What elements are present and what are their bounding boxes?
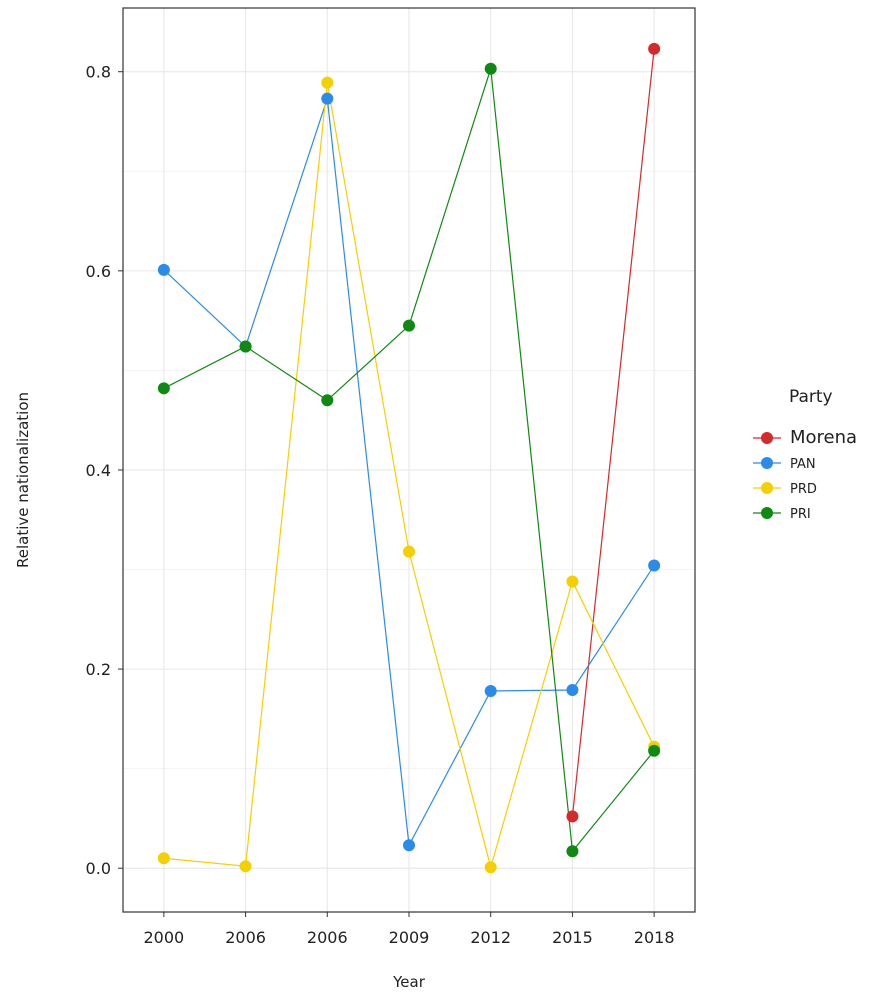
legend-key-point-morena	[761, 432, 773, 444]
legend-key-point-pri	[761, 507, 773, 519]
data-point-morena	[648, 42, 661, 55]
y-tick-label: 0.8	[86, 63, 111, 82]
x-axis-title: Year	[392, 973, 426, 991]
x-tick-label: 2018	[634, 928, 675, 947]
legend-label-pan: PAN	[790, 457, 816, 472]
data-point-prd	[566, 575, 579, 588]
y-axis-title: Relative nationalization	[14, 392, 32, 568]
data-point-pan	[321, 92, 334, 105]
legend-label-prd: PRD	[790, 482, 817, 497]
data-point-prd	[239, 860, 252, 873]
legend: Party Morena PAN PRD PRI	[753, 387, 857, 522]
legend-label-morena: Morena	[790, 427, 857, 448]
data-point-prd	[484, 861, 497, 874]
x-tick-label: 2006	[225, 928, 266, 947]
data-point-pri	[566, 845, 579, 858]
data-point-pri	[239, 340, 252, 353]
series-line-morena	[571, 48, 655, 817]
x-tick-label: 2009	[389, 928, 430, 947]
data-point-prd	[403, 545, 415, 558]
axes: 0.0 0.2 0.4 0.6 0.8 2000 2006 2006 2009 2012 2015 2…	[86, 63, 675, 947]
data-point-pan	[157, 263, 170, 276]
legend-title: Party	[789, 387, 833, 407]
data-point-pri	[157, 382, 170, 395]
y-tick-label: 0.0	[86, 859, 111, 878]
data-point-morena	[566, 810, 579, 823]
data-point-pan	[566, 683, 579, 696]
x-tick-label: 2015	[552, 928, 593, 947]
y-tick-label: 0.6	[86, 262, 111, 281]
y-tick-label: 0.2	[86, 660, 111, 679]
data-point-pri	[403, 319, 415, 332]
y-tick-label: 0.4	[86, 461, 111, 480]
data-point-prd	[321, 76, 334, 89]
data-point-pri	[321, 394, 334, 407]
data-point-pri	[484, 62, 497, 75]
data-point-pan	[648, 559, 661, 572]
x-tick-label: 2012	[470, 928, 511, 947]
legend-label-pri: PRI	[790, 507, 811, 522]
data-point-pan	[403, 839, 415, 852]
gridlines	[123, 8, 695, 912]
data-point-pri	[648, 744, 661, 757]
legend-key-point-pan	[761, 457, 773, 469]
x-tick-label: 2006	[307, 928, 348, 947]
data-point-pan	[484, 684, 497, 697]
series-layer	[157, 42, 661, 874]
x-tick-label: 2000	[143, 928, 184, 947]
legend-key-point-prd	[761, 482, 773, 494]
data-point-prd	[157, 852, 170, 865]
